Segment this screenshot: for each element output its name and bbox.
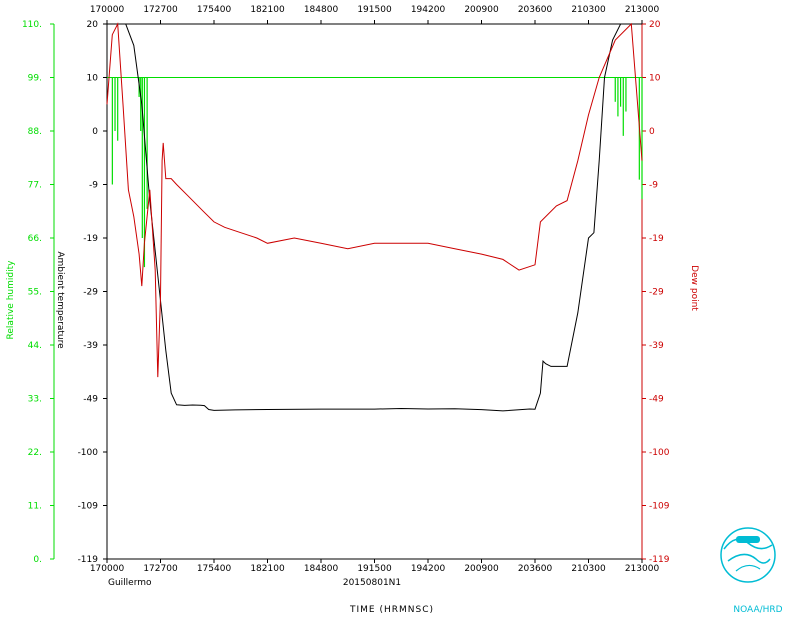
temp-axis-label: Ambient temperature: [55, 251, 65, 349]
noaa-hrd-label: NOAA/HRD: [733, 605, 782, 615]
temperature-series-line: [107, 23, 642, 412]
dewpoint-series-line: [106, 22, 643, 378]
top-x-tick-label: 175400: [197, 5, 232, 15]
flight-id: 20150801N1: [343, 578, 401, 588]
x-tick-label: 182100: [250, 564, 285, 574]
series-lines: [106, 22, 643, 412]
rh-tick-label: 33.: [28, 395, 42, 405]
dewpoint-tick-label: -49: [649, 395, 664, 405]
dewpoint-tick-label: -9: [649, 181, 658, 191]
x-tick-label: 184800: [304, 564, 339, 574]
top-x-tick-label: 213000: [625, 5, 660, 15]
rh-series: [107, 77, 643, 268]
top-x-tick-label: 200900: [464, 5, 499, 15]
dewpoint-tick-label: -119: [649, 555, 670, 565]
temp-tick-label: -9: [89, 181, 98, 191]
dewpoint-tick-label: -19: [649, 234, 664, 244]
dewpoint-axis-ticks: 20 10 0 -9 -19 -29 -39 -49 -100 -109 -119: [642, 20, 670, 565]
x-tick-label: 203600: [518, 564, 553, 574]
x-tick-label: 213000: [625, 564, 660, 574]
rh-tick-label: 77.: [28, 181, 42, 191]
top-x-tick-label: 170000: [90, 5, 125, 15]
temp-tick-label: -119: [78, 555, 99, 565]
x-tick-label: 194200: [411, 564, 446, 574]
x-axis-ticks: 170000 172700 175400 182100 184800 191500 1942…: [90, 559, 660, 574]
top-x-axis-ticks: 170000 172700 175400 182100 184800 191500 1942…: [90, 5, 660, 24]
dewpoint-tick-label: 10: [649, 74, 661, 84]
dewpoint-tick-label: -39: [649, 341, 664, 351]
x-tick-label: 210300: [571, 564, 606, 574]
temp-tick-label: -29: [83, 288, 98, 298]
rh-tick-label: 0.: [33, 555, 42, 565]
temp-axis-ticks: 20 10 0 -9 -19 -29 -39 -49 -100 -109 -119: [78, 20, 107, 565]
temp-tick-label: -39: [83, 341, 98, 351]
temp-tick-label: -100: [78, 448, 99, 458]
dewpoint-tick-label: 20: [649, 20, 661, 30]
x-tick-label: 175400: [197, 564, 232, 574]
dewpoint-tick-label: 0: [649, 127, 655, 137]
top-x-tick-label: 194200: [411, 5, 446, 15]
top-x-tick-label: 184800: [304, 5, 339, 15]
rh-axis-label: Relative humidity: [6, 260, 16, 340]
rh-tick-label: 66.: [28, 234, 42, 244]
temp-tick-label: 20: [87, 20, 99, 30]
rh-tick-label: 11.: [28, 502, 42, 512]
x-tick-label: 191500: [357, 564, 392, 574]
temp-tick-label: -19: [83, 234, 98, 244]
top-x-tick-label: 203600: [518, 5, 553, 15]
rh-tick-label: 110.: [22, 20, 42, 30]
noaa-logo: [720, 527, 776, 583]
rh-tick-label: 88.: [28, 127, 42, 137]
temp-tick-label: -109: [78, 502, 99, 512]
rh-tick-label: 99.: [28, 74, 42, 84]
temp-tick-label: 10: [87, 74, 99, 84]
dewpoint-tick-label: -100: [649, 448, 670, 458]
dewpoint-axis-label: Dew point: [689, 265, 699, 311]
x-tick-label: 170000: [90, 564, 125, 574]
top-x-tick-label: 172700: [143, 5, 178, 15]
temp-tick-label: -49: [83, 395, 98, 405]
rh-tick-label: 22.: [28, 448, 42, 458]
plot-frame: [106, 23, 643, 560]
x-tick-label: 200900: [464, 564, 499, 574]
rh-tick-label: 55.: [28, 288, 42, 298]
top-x-tick-label: 191500: [357, 5, 392, 15]
top-x-tick-label: 210300: [571, 5, 606, 15]
x-axis-title: TIME (HRMNSC): [349, 605, 434, 615]
rh-axis-ticks: 110. 99. 88. 77. 66. 55. 44. 33. 22. 11. 0.: [22, 20, 54, 565]
storm-name: Guillermo: [108, 578, 152, 588]
dewpoint-tick-label: -29: [649, 288, 664, 298]
rh-tick-label: 44.: [28, 341, 42, 351]
dewpoint-tick-label: -109: [649, 502, 670, 512]
top-x-tick-label: 182100: [250, 5, 285, 15]
x-tick-label: 172700: [143, 564, 178, 574]
temp-tick-label: 0: [92, 127, 98, 137]
